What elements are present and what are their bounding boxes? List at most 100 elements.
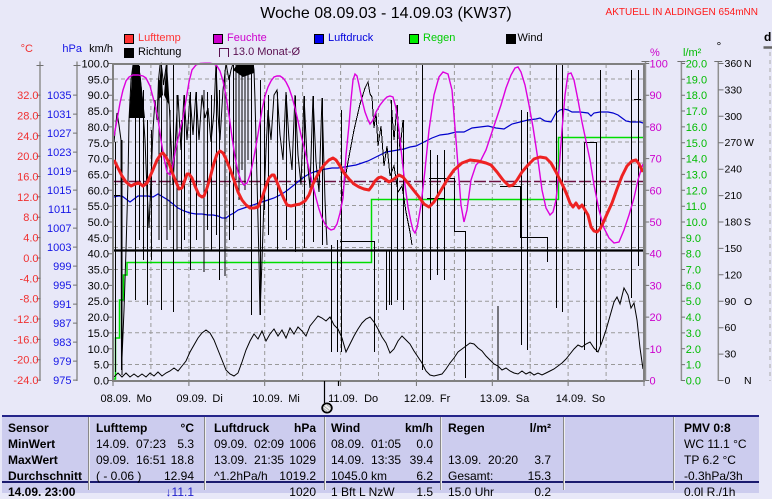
svg-text:8.0: 8.0 bbox=[686, 249, 701, 261]
svg-text:10: 10 bbox=[650, 344, 662, 356]
svg-text:12.09.: 12.09. bbox=[404, 393, 435, 405]
svg-text:1007: 1007 bbox=[47, 223, 71, 235]
svg-text:45.0: 45.0 bbox=[88, 233, 109, 245]
svg-text:09.09.: 09.09. bbox=[176, 393, 207, 405]
svg-text:25.0: 25.0 bbox=[88, 296, 109, 308]
svg-text:16.0: 16.0 bbox=[17, 172, 38, 184]
svg-text:20.0: 20.0 bbox=[88, 312, 109, 324]
svg-text:O: O bbox=[744, 296, 752, 308]
svg-text:S: S bbox=[744, 217, 751, 229]
svg-text:11.0: 11.0 bbox=[686, 201, 707, 213]
svg-text:2.0: 2.0 bbox=[686, 344, 701, 356]
svg-text:-16.0: -16.0 bbox=[13, 334, 38, 346]
svg-text:95.0: 95.0 bbox=[88, 74, 109, 86]
svg-text:11.09.: 11.09. bbox=[328, 393, 358, 405]
svg-text:18.0: 18.0 bbox=[686, 90, 707, 102]
svg-text:983: 983 bbox=[53, 337, 71, 349]
svg-text:30.0: 30.0 bbox=[88, 280, 109, 292]
svg-text:8.0: 8.0 bbox=[23, 212, 38, 224]
svg-text:17.0: 17.0 bbox=[686, 106, 707, 118]
svg-text:1003: 1003 bbox=[47, 242, 71, 254]
svg-text:975: 975 bbox=[53, 375, 71, 387]
svg-text:995: 995 bbox=[53, 280, 71, 292]
svg-text:100: 100 bbox=[650, 59, 668, 71]
svg-text:240: 240 bbox=[725, 164, 743, 176]
svg-text:4.0: 4.0 bbox=[23, 233, 38, 245]
svg-text:85.0: 85.0 bbox=[88, 106, 109, 118]
svg-text:75.0: 75.0 bbox=[88, 138, 109, 150]
svg-text:Do: Do bbox=[364, 393, 378, 405]
svg-text:%: % bbox=[650, 47, 660, 59]
svg-text:Mo: Mo bbox=[137, 393, 152, 405]
svg-text:999: 999 bbox=[53, 261, 71, 273]
svg-text:24.0: 24.0 bbox=[17, 131, 38, 143]
svg-text:14.09.: 14.09. bbox=[556, 393, 587, 405]
svg-text:-12.0: -12.0 bbox=[13, 314, 38, 326]
svg-text:1023: 1023 bbox=[47, 147, 71, 159]
svg-text:90.0: 90.0 bbox=[88, 90, 109, 102]
svg-text:N: N bbox=[744, 375, 752, 387]
svg-text:100.0: 100.0 bbox=[81, 59, 109, 71]
svg-text:15.0: 15.0 bbox=[686, 138, 707, 150]
svg-text:14.0: 14.0 bbox=[686, 154, 707, 166]
svg-text:13.09.: 13.09. bbox=[480, 393, 511, 405]
svg-text:1.0: 1.0 bbox=[686, 360, 701, 372]
svg-text:-4.0: -4.0 bbox=[20, 273, 39, 285]
svg-text:30: 30 bbox=[725, 349, 737, 361]
svg-text:70: 70 bbox=[650, 154, 662, 166]
svg-text:0.0: 0.0 bbox=[686, 376, 701, 388]
svg-text:90: 90 bbox=[725, 296, 737, 308]
svg-text:0: 0 bbox=[725, 375, 731, 387]
svg-text:80.0: 80.0 bbox=[88, 122, 109, 134]
svg-text:50.0: 50.0 bbox=[88, 217, 109, 229]
svg-text:55.0: 55.0 bbox=[88, 201, 109, 213]
svg-text:35.0: 35.0 bbox=[88, 265, 109, 277]
svg-text:50: 50 bbox=[650, 217, 662, 229]
svg-text:3.0: 3.0 bbox=[686, 328, 701, 340]
svg-text:70.0: 70.0 bbox=[88, 154, 109, 166]
svg-text:10.09.: 10.09. bbox=[252, 393, 283, 405]
svg-text:10.0: 10.0 bbox=[686, 217, 707, 229]
svg-text:15.0: 15.0 bbox=[88, 328, 109, 340]
svg-text:40.0: 40.0 bbox=[88, 249, 109, 261]
svg-text:13.0: 13.0 bbox=[686, 169, 707, 181]
svg-text:180: 180 bbox=[725, 217, 743, 229]
svg-text:120: 120 bbox=[725, 269, 743, 281]
svg-text:-8.0: -8.0 bbox=[20, 294, 39, 306]
svg-text:210: 210 bbox=[725, 190, 743, 202]
svg-text:1027: 1027 bbox=[47, 128, 71, 140]
svg-text:Fr: Fr bbox=[440, 393, 451, 405]
svg-text:-20.0: -20.0 bbox=[13, 355, 38, 367]
svg-text:5.0: 5.0 bbox=[94, 360, 109, 372]
svg-text:987: 987 bbox=[53, 318, 71, 330]
svg-text:150: 150 bbox=[725, 243, 743, 255]
svg-text:N: N bbox=[744, 58, 752, 70]
svg-text:0.0: 0.0 bbox=[23, 253, 38, 265]
svg-text:28.0: 28.0 bbox=[17, 111, 38, 123]
svg-text:991: 991 bbox=[53, 299, 71, 311]
svg-text:4.0: 4.0 bbox=[686, 312, 701, 324]
svg-text:20.0: 20.0 bbox=[17, 151, 38, 163]
svg-text:So: So bbox=[592, 393, 605, 405]
svg-text:60: 60 bbox=[650, 185, 662, 197]
svg-text:6.0: 6.0 bbox=[686, 280, 701, 292]
svg-text:hPa: hPa bbox=[62, 43, 82, 55]
svg-text:80: 80 bbox=[650, 122, 662, 134]
svg-text:60: 60 bbox=[725, 322, 737, 334]
svg-text:1031: 1031 bbox=[47, 109, 71, 121]
svg-text:°C: °C bbox=[21, 43, 33, 55]
svg-text:12.0: 12.0 bbox=[686, 185, 707, 197]
svg-text:Mi: Mi bbox=[288, 393, 300, 405]
svg-text:40: 40 bbox=[650, 249, 662, 261]
svg-text:°: ° bbox=[717, 39, 722, 53]
svg-text:7.0: 7.0 bbox=[686, 265, 701, 277]
svg-text:1019: 1019 bbox=[47, 166, 71, 178]
svg-text:20.0: 20.0 bbox=[686, 59, 707, 71]
svg-text:19.0: 19.0 bbox=[686, 74, 707, 86]
svg-text:10.0: 10.0 bbox=[88, 344, 109, 356]
svg-text:12.0: 12.0 bbox=[17, 192, 38, 204]
svg-text:1015: 1015 bbox=[47, 185, 71, 197]
svg-text:l/m²: l/m² bbox=[683, 47, 702, 59]
svg-text:08.09.: 08.09. bbox=[101, 393, 132, 405]
svg-text:W: W bbox=[744, 137, 754, 149]
